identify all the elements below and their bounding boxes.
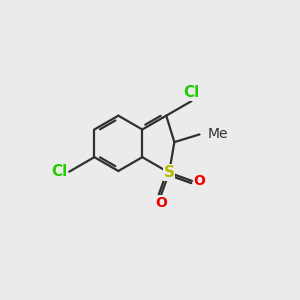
Text: O: O	[194, 174, 205, 188]
Text: Cl: Cl	[183, 85, 200, 100]
Text: Me: Me	[208, 128, 228, 141]
Text: O: O	[155, 196, 167, 210]
Text: S: S	[164, 165, 175, 180]
Text: Cl: Cl	[51, 164, 67, 179]
